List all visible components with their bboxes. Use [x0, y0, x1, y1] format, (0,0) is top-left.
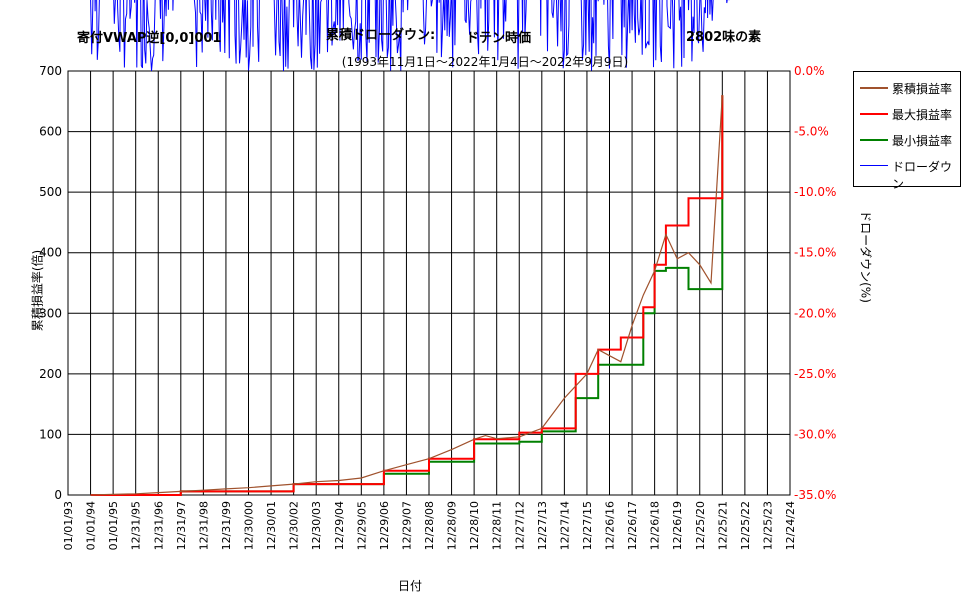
x-tick-label: 12/29/07	[400, 501, 413, 550]
stock-name: 2802味の素	[686, 30, 762, 45]
y-left-tick-label: 500	[39, 185, 62, 199]
y-left-tick-label: 300	[39, 306, 62, 320]
x-tick-label: 01/01/93	[62, 501, 75, 550]
price-basis: ドテン時価	[466, 31, 532, 46]
x-tick-label: 12/29/04	[333, 501, 346, 550]
y-left-tick-label: 100	[39, 427, 62, 441]
x-tick-label: 12/31/98	[197, 501, 210, 550]
y-right-tick-label: -35.0%	[794, 488, 836, 502]
x-tick-label: 12/31/95	[130, 501, 143, 550]
x-tick-label: 12/30/01	[265, 501, 278, 550]
y-left-tick-label: 600	[39, 125, 62, 139]
x-tick-label: 12/31/99	[220, 501, 233, 550]
drawdown-series	[90, 0, 730, 72]
y-right-tick-label: -20.0%	[794, 306, 836, 320]
period-subtitle: (1993年11月1日～2022年1月4日～2022年9月9日)	[341, 55, 629, 69]
legend-label-cumulative: 累積損益率	[892, 82, 953, 96]
x-axis-label: 日付	[398, 579, 423, 593]
x-tick-label: 12/28/08	[423, 501, 436, 550]
y-axis-right-label: ドローダウン(%)	[858, 210, 873, 303]
x-tick-label: 12/26/16	[604, 501, 617, 550]
x-tick-label: 12/27/12	[513, 501, 526, 550]
x-tick-label: 12/31/97	[175, 501, 188, 550]
legend-swatch-max	[860, 113, 888, 115]
x-tick-label: 12/30/02	[288, 501, 301, 550]
legend: 累積損益率 最大損益率 最小損益率 ドローダウン	[853, 71, 961, 191]
cumulative-line	[90, 95, 723, 496]
x-axis-ticks: 01/01/93 01/01/94 01/01/95 12/31/95 12/31/96…	[62, 501, 797, 550]
legend-swatch-min	[860, 139, 888, 141]
x-tick-label: 12/30/03	[310, 501, 323, 550]
y-axis-left-label: 累積損益率(倍)	[30, 249, 45, 332]
y-right-tick-label: -15.0%	[794, 246, 836, 260]
x-tick-label: 12/30/00	[243, 501, 256, 550]
x-tick-label: 12/26/18	[649, 501, 662, 550]
left-axis-ticks: 0 100 200 300 400 500 600 700	[39, 64, 62, 502]
y-right-tick-label: -25.0%	[794, 367, 836, 381]
x-tick-label: 12/26/17	[626, 501, 639, 550]
x-tick-label: 12/31/96	[152, 501, 165, 550]
legend-label-min: 最小損益率	[892, 134, 953, 148]
x-tick-label: 12/28/09	[446, 501, 459, 550]
y-left-tick-label: 700	[39, 64, 62, 78]
drawdown-line	[90, 0, 730, 72]
x-tick-label: 12/25/22	[739, 501, 752, 550]
legend-item-min: 最小損益率	[854, 130, 960, 150]
x-tick-label: 12/25/23	[761, 501, 774, 550]
y-right-tick-label: 0.0%	[794, 64, 825, 78]
x-tick-label: 12/24/24	[784, 501, 797, 550]
legend-label-drawdown: ドローダウン	[892, 160, 953, 191]
strategy-name: 寄付VWAP逆[0,0]001	[77, 31, 222, 46]
legend-label-max: 最大損益率	[892, 108, 953, 122]
x-tick-label: 12/29/06	[378, 501, 391, 550]
x-tick-label: 12/25/21	[716, 501, 729, 550]
y-right-tick-label: -30.0%	[794, 427, 836, 441]
legend-item-cumulative: 累積損益率	[854, 78, 960, 98]
x-tick-label: 12/27/14	[558, 501, 571, 550]
x-tick-label: 12/28/11	[491, 501, 504, 550]
x-tick-label: 12/28/10	[468, 501, 481, 550]
x-tick-label: 01/01/94	[85, 501, 98, 550]
x-tick-label: 12/26/19	[671, 501, 684, 550]
x-tick-label: 12/27/15	[581, 501, 594, 550]
x-tick-label: 12/29/05	[355, 501, 368, 550]
legend-swatch-drawdown	[860, 165, 888, 166]
y-right-tick-label: -5.0%	[794, 125, 829, 139]
chart-title: 累積ドローダウン:	[326, 28, 436, 43]
x-tick-label: 12/27/13	[536, 501, 549, 550]
right-axis-ticks: 0.0% -5.0% -10.0% -15.0% -20.0% -25.0% -30.0% -…	[794, 64, 836, 502]
x-tick-label: 12/25/20	[694, 501, 707, 550]
max-line	[90, 95, 724, 496]
y-left-tick-label: 0	[54, 488, 62, 502]
x-tick-label: 01/01/95	[107, 501, 120, 550]
line-series	[90, 95, 724, 496]
legend-item-drawdown: ドローダウン	[854, 156, 960, 191]
y-right-tick-label: -10.0%	[794, 185, 836, 199]
y-left-tick-label: 200	[39, 367, 62, 381]
y-left-tick-label: 400	[39, 246, 62, 260]
legend-swatch-cumulative	[860, 87, 888, 89]
legend-item-max: 最大損益率	[854, 104, 960, 124]
